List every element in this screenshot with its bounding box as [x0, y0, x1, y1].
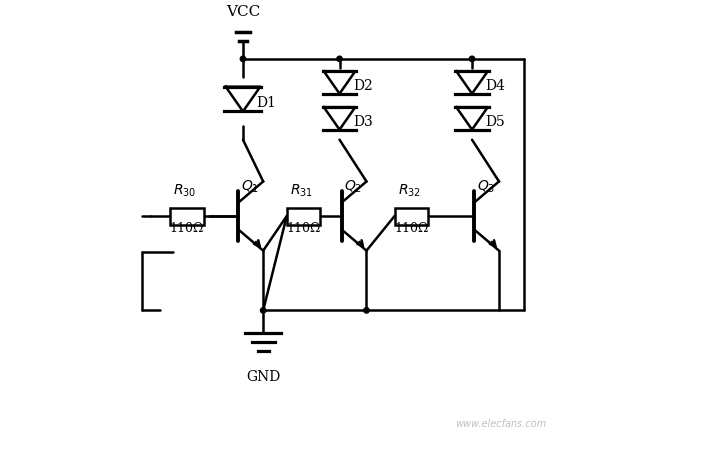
Text: GND: GND	[246, 369, 280, 383]
Circle shape	[364, 308, 369, 313]
Polygon shape	[456, 72, 488, 94]
FancyBboxPatch shape	[170, 208, 204, 225]
Polygon shape	[324, 72, 355, 94]
Circle shape	[469, 57, 475, 62]
Text: D3: D3	[353, 115, 373, 129]
Polygon shape	[226, 87, 260, 112]
Text: D4: D4	[485, 78, 506, 92]
Text: $Q_2$: $Q_2$	[344, 178, 363, 194]
Text: D1: D1	[257, 95, 276, 109]
Polygon shape	[324, 108, 355, 130]
Circle shape	[260, 308, 266, 313]
Text: $Q_3$: $Q_3$	[476, 178, 495, 194]
Text: $Q_1$: $Q_1$	[241, 178, 259, 194]
Text: www.elecfans.com: www.elecfans.com	[455, 418, 547, 428]
Text: $R_{31}$: $R_{31}$	[290, 182, 313, 198]
Text: 110Ω: 110Ω	[169, 221, 204, 234]
FancyBboxPatch shape	[287, 208, 320, 225]
Text: VCC: VCC	[226, 5, 260, 19]
FancyBboxPatch shape	[395, 208, 428, 225]
Circle shape	[337, 57, 342, 62]
Text: D2: D2	[353, 78, 373, 92]
Text: D5: D5	[485, 115, 506, 129]
Text: $R_{30}$: $R_{30}$	[173, 182, 196, 198]
Polygon shape	[456, 108, 488, 130]
Text: 110Ω: 110Ω	[287, 221, 321, 234]
Text: 110Ω: 110Ω	[394, 221, 428, 234]
Circle shape	[240, 57, 246, 62]
Text: $R_{32}$: $R_{32}$	[398, 182, 420, 198]
